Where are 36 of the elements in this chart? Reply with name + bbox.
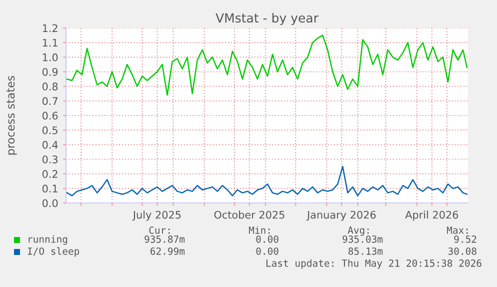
y-tick-label: 0.1 [42, 184, 58, 193]
y-tick-label: 1.2 [42, 24, 58, 32]
x-tick-label: July 2025 [132, 210, 181, 221]
text: 30.08 [448, 247, 476, 255]
y-tick-label: 0.6 [42, 112, 58, 120]
y-tick-label: 1.0 [42, 53, 58, 62]
text: Max: [446, 226, 468, 234]
text: Min: [248, 226, 270, 234]
chart-title: VMstat - by year [216, 12, 318, 26]
line-series [66, 34, 468, 96]
text: Last update: Thu May 21 20:15:38 2026 [266, 259, 482, 269]
x-tick-label: April 2026 [405, 210, 458, 221]
text: 9.52 [454, 235, 476, 243]
text: Avg: [348, 226, 369, 236]
y-tick-label: 0.3 [42, 155, 58, 164]
text: 62.99m [150, 247, 185, 255]
x-tick-label: October 2025 [214, 210, 284, 219]
y-tick-label: 0.0 [42, 199, 58, 208]
text: 935.03m [342, 235, 383, 243]
y-tick-label: 0.2 [42, 170, 58, 178]
y-tick-label: 0.7 [42, 97, 58, 106]
y-tick-label: 1.1 [42, 38, 58, 47]
text: 85.13m [348, 247, 383, 255]
y-tick-label: 0.4 [42, 140, 58, 149]
text: 0.00 [256, 235, 278, 243]
legend-label: running [28, 235, 68, 245]
legend-label: I/O sleep [28, 247, 80, 257]
y-axis-title: process states [6, 76, 17, 155]
text: 935.87m [144, 235, 185, 243]
x-tick-label: January 2026 [306, 210, 376, 221]
y-tick-label: 0.5 [42, 126, 58, 134]
line-series [66, 166, 468, 196]
y-tick-label: 0.8 [42, 82, 58, 90]
y-tick-label: 0.9 [42, 68, 58, 76]
text: 0.00 [256, 247, 278, 255]
text: Cur: [149, 226, 170, 234]
